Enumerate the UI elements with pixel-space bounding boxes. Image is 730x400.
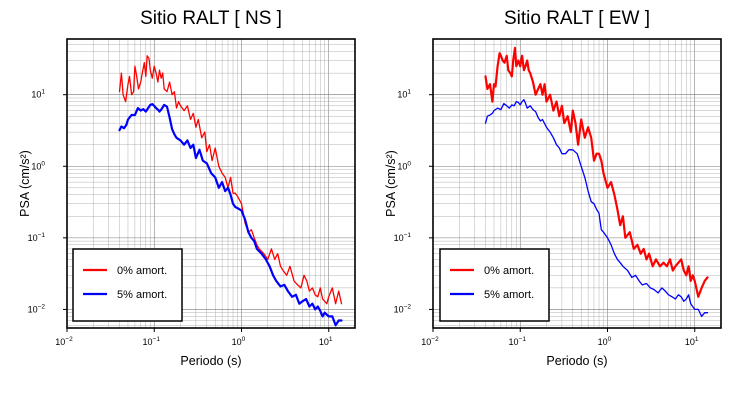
y-tick-label: 10−2 [394,303,412,314]
x-tick-label: 101 [319,336,333,347]
y-axis-label: PSA (cm/s²) [18,150,32,217]
series-line-undamped [484,46,709,298]
x-tick-label: 10−2 [421,336,439,347]
y-tick-exponent: −1 [38,232,46,239]
series-line-damped-5pct [118,102,343,327]
plot-frame [432,38,722,329]
legend-label-damped-5pct: 5% amort. [484,289,534,301]
legend-box [439,248,550,322]
y-tick-exponent: 1 [41,89,45,96]
x-tick-exponent: 1 [329,336,333,343]
y-axis-label: PSA (cm/s²) [384,150,398,217]
chart-title: Sitio RALT [ EW ] [504,8,650,29]
plot-frame [66,38,356,329]
y-tick-label: 10−2 [28,303,46,314]
y-tick-exponent: −2 [38,303,46,310]
x-tick-exponent: −2 [65,336,73,343]
x-tick-label: 10−2 [55,336,73,347]
y-tick-label: 101 [31,89,45,100]
x-tick-exponent: −1 [519,336,527,343]
y-tick-exponent: 0 [41,160,45,167]
y-tick-label: 10−1 [394,232,412,243]
series-line-damped-5pct [484,99,709,318]
y-tick-exponent: −2 [404,303,412,310]
y-tick-label: 101 [397,89,411,100]
y-tick-label: 10−1 [28,232,46,243]
series-line-undamped [118,55,343,305]
y-tick-exponent: −1 [404,232,412,239]
x-axis-label: Periodo (s) [546,354,607,368]
y-tick-exponent: 1 [407,89,411,96]
legend-label-damped-5pct: 5% amort. [117,289,167,301]
x-tick-label: 10−1 [143,336,161,347]
legend: 0% amort. 5% amort. [439,248,550,322]
x-tick-exponent: −1 [153,336,161,343]
x-tick-exponent: 0 [608,336,612,343]
x-tick-label: 101 [685,336,699,347]
x-tick-label: 10−1 [509,336,527,347]
chart-title: Sitio RALT [ NS ] [140,8,282,29]
x-tick-exponent: 0 [242,336,246,343]
y-tick-exponent: 0 [407,160,411,167]
x-tick-label: 100 [598,336,612,347]
legend-label-undamped: 0% amort. [484,265,534,277]
y-tick-label: 100 [397,160,411,171]
legend: 0% amort. 5% amort. [72,248,183,322]
legend-box [72,248,183,322]
x-tick-label: 100 [232,336,246,347]
legend-label-undamped: 0% amort. [117,265,167,277]
y-tick-label: 100 [31,160,45,171]
x-tick-exponent: 1 [695,336,699,343]
x-axis-label: Periodo (s) [180,354,241,368]
x-tick-exponent: −2 [431,336,439,343]
